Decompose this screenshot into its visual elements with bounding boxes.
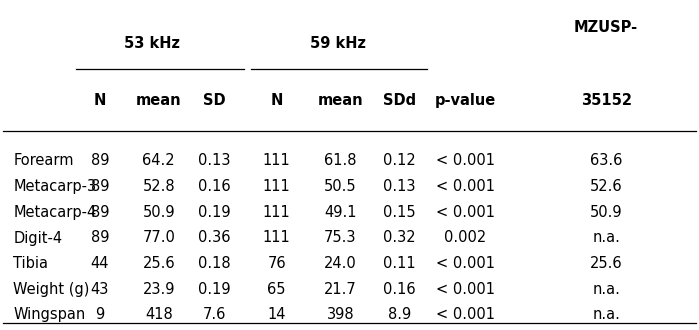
Text: 0.002: 0.002 xyxy=(444,230,487,246)
Text: < 0.001: < 0.001 xyxy=(435,153,495,168)
Text: 44: 44 xyxy=(91,256,109,272)
Text: 61.8: 61.8 xyxy=(324,153,356,168)
Text: n.a.: n.a. xyxy=(592,307,620,322)
Text: MZUSP-: MZUSP- xyxy=(574,19,638,35)
Text: mean: mean xyxy=(317,93,363,108)
Text: 89: 89 xyxy=(91,153,109,168)
Text: 50.5: 50.5 xyxy=(324,179,356,194)
Text: < 0.001: < 0.001 xyxy=(435,179,495,194)
Text: 63.6: 63.6 xyxy=(590,153,622,168)
Text: Tibia: Tibia xyxy=(13,256,48,272)
Text: 23.9: 23.9 xyxy=(143,282,175,297)
Text: 52.8: 52.8 xyxy=(143,179,175,194)
Text: 0.13: 0.13 xyxy=(198,153,231,168)
Text: 89: 89 xyxy=(91,205,109,219)
Text: N: N xyxy=(94,93,106,108)
Text: 0.13: 0.13 xyxy=(383,179,416,194)
Text: 77.0: 77.0 xyxy=(143,230,175,246)
Text: 0.11: 0.11 xyxy=(383,256,416,272)
Text: 0.18: 0.18 xyxy=(198,256,231,272)
Text: 0.19: 0.19 xyxy=(198,205,231,219)
Text: Metacarp-3: Metacarp-3 xyxy=(13,179,96,194)
Text: < 0.001: < 0.001 xyxy=(435,282,495,297)
Text: < 0.001: < 0.001 xyxy=(435,256,495,272)
Text: mean: mean xyxy=(136,93,182,108)
Text: 111: 111 xyxy=(263,230,291,246)
Text: 49.1: 49.1 xyxy=(324,205,356,219)
Text: 59 kHz: 59 kHz xyxy=(310,36,366,51)
Text: Metacarp-4: Metacarp-4 xyxy=(13,205,96,219)
Text: 0.15: 0.15 xyxy=(383,205,416,219)
Text: 52.6: 52.6 xyxy=(590,179,622,194)
Text: 0.32: 0.32 xyxy=(383,230,416,246)
Text: 14: 14 xyxy=(268,307,286,322)
Text: 50.9: 50.9 xyxy=(590,205,622,219)
Text: 7.6: 7.6 xyxy=(203,307,226,322)
Text: 8.9: 8.9 xyxy=(388,307,411,322)
Text: 25.6: 25.6 xyxy=(590,256,622,272)
Text: 111: 111 xyxy=(263,205,291,219)
Text: 89: 89 xyxy=(91,179,109,194)
Text: Digit-4: Digit-4 xyxy=(13,230,62,246)
Text: 76: 76 xyxy=(268,256,286,272)
Text: 0.16: 0.16 xyxy=(383,282,416,297)
Text: < 0.001: < 0.001 xyxy=(435,205,495,219)
Text: 0.16: 0.16 xyxy=(198,179,231,194)
Text: 43: 43 xyxy=(91,282,109,297)
Text: SD: SD xyxy=(203,93,226,108)
Text: Weight (g): Weight (g) xyxy=(13,282,89,297)
Text: 398: 398 xyxy=(326,307,354,322)
Text: Wingspan: Wingspan xyxy=(13,307,85,322)
Text: p-value: p-value xyxy=(435,93,496,108)
Text: 64.2: 64.2 xyxy=(143,153,175,168)
Text: 111: 111 xyxy=(263,179,291,194)
Text: 9: 9 xyxy=(95,307,104,322)
Text: 21.7: 21.7 xyxy=(324,282,357,297)
Text: Forearm: Forearm xyxy=(13,153,73,168)
Text: 75.3: 75.3 xyxy=(324,230,356,246)
Text: SDd: SDd xyxy=(383,93,416,108)
Text: 50.9: 50.9 xyxy=(143,205,175,219)
Text: < 0.001: < 0.001 xyxy=(435,307,495,322)
Text: 418: 418 xyxy=(145,307,173,322)
Text: 0.36: 0.36 xyxy=(198,230,231,246)
Text: 0.19: 0.19 xyxy=(198,282,231,297)
Text: 35152: 35152 xyxy=(581,93,632,108)
Text: 24.0: 24.0 xyxy=(324,256,357,272)
Text: 89: 89 xyxy=(91,230,109,246)
Text: 111: 111 xyxy=(263,153,291,168)
Text: n.a.: n.a. xyxy=(592,282,620,297)
Text: 53 kHz: 53 kHz xyxy=(124,36,180,51)
Text: 25.6: 25.6 xyxy=(143,256,175,272)
Text: 65: 65 xyxy=(268,282,286,297)
Text: n.a.: n.a. xyxy=(592,230,620,246)
Text: N: N xyxy=(271,93,283,108)
Text: 0.12: 0.12 xyxy=(383,153,416,168)
